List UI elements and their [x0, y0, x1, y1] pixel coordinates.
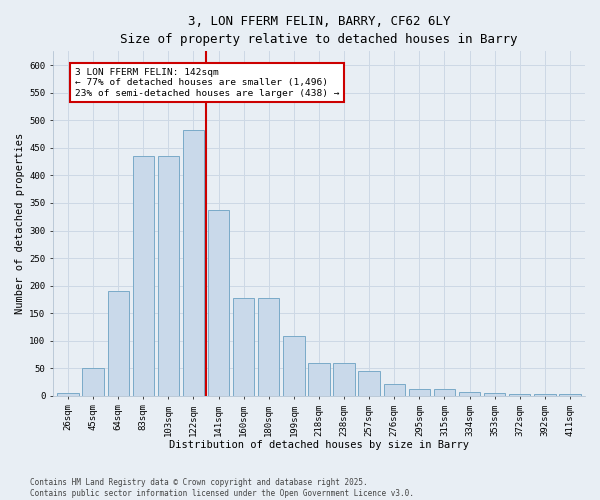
- Bar: [383, 384, 405, 396]
- Text: 3 LON FFERM FELIN: 142sqm
← 77% of detached houses are smaller (1,496)
23% of se: 3 LON FFERM FELIN: 142sqm ← 77% of detac…: [75, 68, 339, 98]
- Bar: [534, 394, 556, 396]
- Bar: [133, 156, 154, 396]
- Bar: [208, 210, 229, 396]
- X-axis label: Distribution of detached houses by size in Barry: Distribution of detached houses by size …: [169, 440, 469, 450]
- Bar: [283, 336, 305, 396]
- Text: Contains HM Land Registry data © Crown copyright and database right 2025.
Contai: Contains HM Land Registry data © Crown c…: [30, 478, 414, 498]
- Bar: [258, 298, 280, 396]
- Bar: [107, 291, 129, 396]
- Y-axis label: Number of detached properties: Number of detached properties: [15, 133, 25, 314]
- Bar: [334, 363, 355, 396]
- Bar: [58, 393, 79, 396]
- Bar: [509, 394, 530, 396]
- Bar: [409, 390, 430, 396]
- Bar: [183, 130, 204, 396]
- Bar: [484, 393, 505, 396]
- Bar: [158, 156, 179, 396]
- Bar: [82, 368, 104, 396]
- Bar: [459, 392, 480, 396]
- Bar: [434, 390, 455, 396]
- Bar: [308, 363, 329, 396]
- Bar: [233, 298, 254, 396]
- Bar: [358, 371, 380, 396]
- Bar: [559, 394, 581, 396]
- Title: 3, LON FFERM FELIN, BARRY, CF62 6LY
Size of property relative to detached houses: 3, LON FFERM FELIN, BARRY, CF62 6LY Size…: [120, 15, 518, 46]
